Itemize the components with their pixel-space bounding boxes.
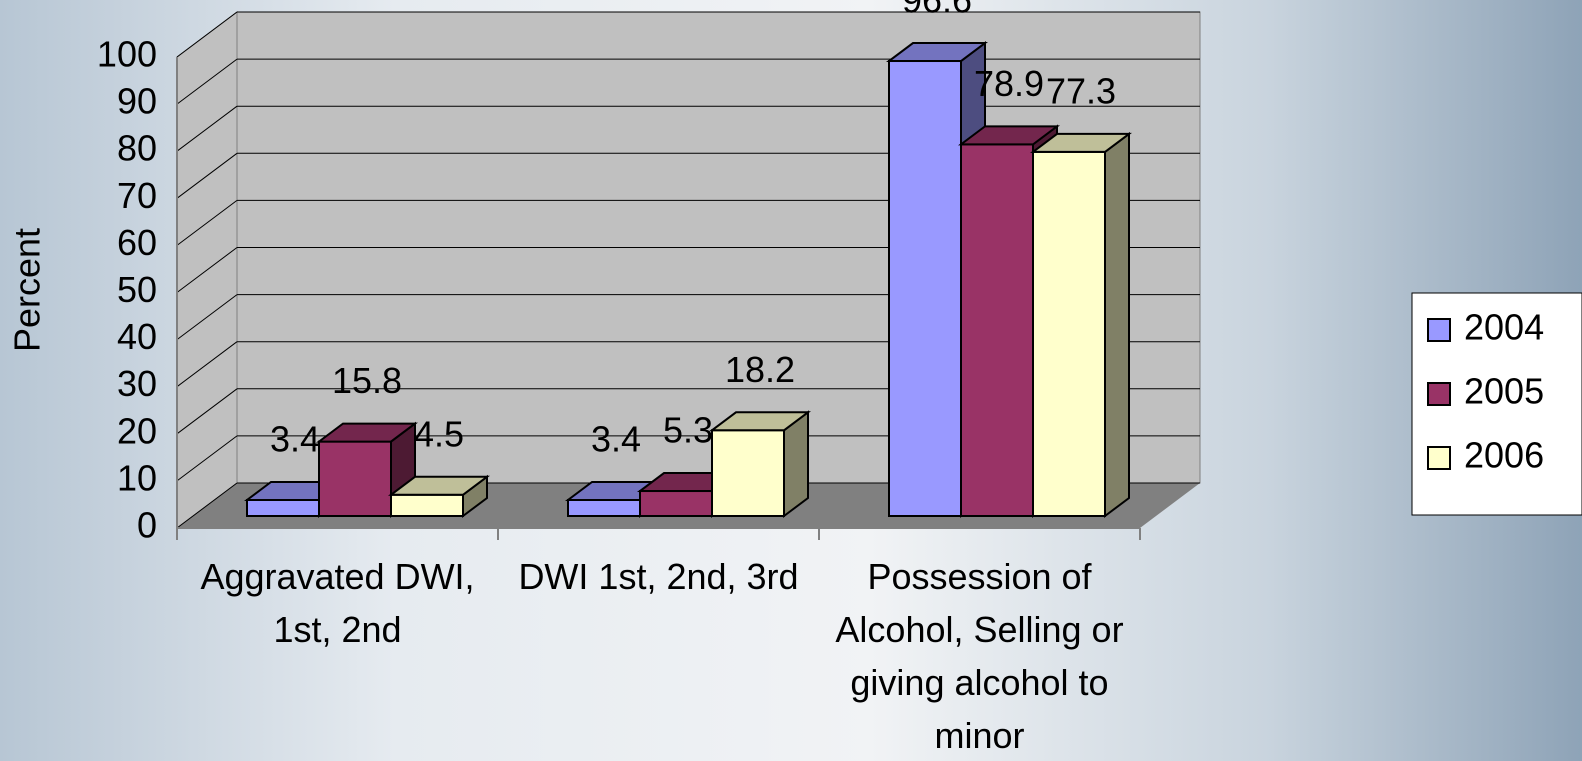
- bar-front: [1032, 150, 1106, 518]
- y-tick-label: 60: [117, 222, 157, 263]
- x-tick-label: Aggravated DWI, 1st, 2nd: [200, 556, 475, 650]
- grid-line: [176, 388, 238, 435]
- legend-swatch: [1427, 382, 1451, 406]
- legend-swatch: [1427, 446, 1451, 470]
- bar-front: [390, 493, 464, 517]
- y-tick-label: 100: [97, 34, 157, 75]
- bar-front: [639, 490, 713, 517]
- data-label: 5.3: [663, 410, 713, 451]
- bar-top: [958, 125, 1060, 146]
- y-tick-label: 40: [117, 316, 157, 357]
- data-label: 78.9: [974, 63, 1044, 104]
- data-label: 4.5: [414, 413, 464, 454]
- y-tick-label: 50: [117, 269, 157, 310]
- grid-line: [176, 341, 238, 388]
- legend-swatch: [1427, 318, 1451, 342]
- y-tick-label: 10: [117, 457, 157, 498]
- bar-top: [709, 411, 811, 432]
- bar-top: [1030, 132, 1132, 153]
- y-tick-label: 70: [117, 175, 157, 216]
- bar: [1030, 131, 1132, 518]
- bar-top: [388, 475, 490, 496]
- bar-front: [567, 498, 641, 517]
- y-tick-label: 30: [117, 363, 157, 404]
- data-label: 18.2: [725, 349, 795, 390]
- y-tick-label: 80: [117, 128, 157, 169]
- grid-line: [176, 247, 238, 293]
- grid-line: [176, 152, 238, 199]
- grid-line: [176, 435, 238, 482]
- legend-label: 2005: [1464, 371, 1544, 412]
- bar-front: [318, 440, 392, 517]
- grid-line: [176, 58, 238, 105]
- bar-side: [1104, 131, 1130, 518]
- bar: [388, 474, 490, 518]
- bar-top: [886, 42, 988, 63]
- grid-line: [176, 199, 238, 246]
- bar-front: [888, 60, 962, 517]
- bar-front: [711, 429, 785, 518]
- y-tick-label: 0: [137, 505, 157, 546]
- data-label: 3.4: [270, 419, 320, 460]
- legend-label: 2006: [1464, 435, 1544, 476]
- data-label: 3.4: [591, 419, 641, 460]
- y-axis-label: Percent: [7, 228, 48, 352]
- x-tick-label: Possession of Alcohol, Selling or giving…: [835, 556, 1124, 756]
- grid-line: [176, 294, 238, 341]
- bar: [709, 410, 811, 518]
- bar-top: [316, 422, 418, 443]
- grid-line: [176, 11, 238, 58]
- y-tick-label: 90: [117, 81, 157, 122]
- grid-line: [176, 105, 238, 152]
- bar-front: [960, 143, 1034, 517]
- y-tick-label: 20: [117, 410, 157, 451]
- data-label: 77.3: [1046, 70, 1116, 111]
- x-tick-label: DWI 1st, 2nd, 3rd: [518, 556, 799, 597]
- grid-line: [176, 482, 238, 529]
- legend-label: 2004: [1464, 307, 1544, 348]
- bar-front: [246, 498, 320, 517]
- data-label: 15.8: [332, 360, 402, 401]
- data-label: 96.6: [902, 0, 972, 21]
